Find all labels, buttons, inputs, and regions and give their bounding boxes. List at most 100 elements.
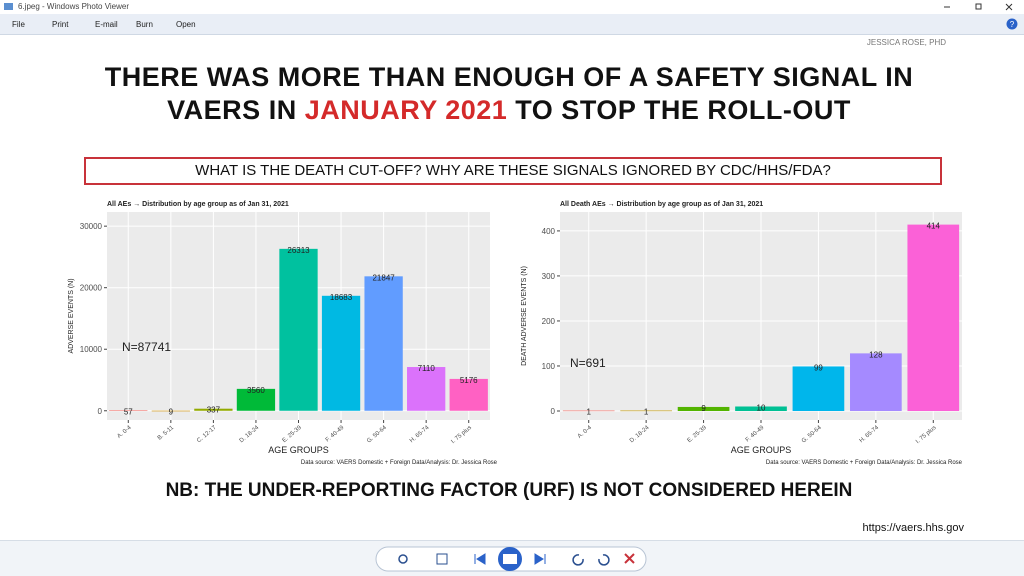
data-label: 10 [757,403,766,412]
data-label: 9 [701,404,706,413]
help-button[interactable]: ? [1006,18,1018,30]
bar [735,406,787,411]
data-label: 414 [927,222,941,231]
data-label: 5176 [460,376,478,385]
bar [907,224,960,411]
menu-item[interactable]: E-mail [95,20,118,29]
data-label: 21847 [372,273,395,282]
data-label: 3560 [247,386,265,395]
data-label: 99 [814,363,823,372]
author: JESSICA ROSE, PHD [866,38,946,47]
x-tick-label: E. 25-39 [282,425,304,445]
y-tick-label: 200 [542,317,556,326]
bar [236,388,276,411]
x-tick-label: G. 50-64 [801,425,823,445]
x-tick-label: F. 40-49 [325,425,346,444]
bar [792,366,845,411]
y-tick-label: 0 [551,407,556,416]
window-controls[interactable] [934,0,1024,14]
toolbar [0,540,1024,576]
source-url: https://vaers.hhs.gov [862,522,965,534]
chart: All Death AEs → Distribution by age grou… [521,201,963,466]
headline-highlight: JANUARY 2021 [304,95,508,125]
bar [562,410,615,412]
question-box: WHAT IS THE DEATH CUT-OFF? WHY ARE THESE… [84,157,942,185]
x-tick-label: C. 12-17 [196,425,218,445]
bar [109,410,148,412]
x-tick-label: I. 75 plus [915,425,938,445]
footnote: NB: THE UNDER-REPORTING FACTOR (URF) IS … [165,480,853,501]
chart-title: All Death AEs → Distribution by age grou… [560,201,763,208]
x-tick-label: I. 75 plus [450,425,473,445]
delete-button[interactable] [624,553,635,564]
bar [850,353,902,411]
chart: All AEs → Distribution by age group as o… [68,201,498,466]
bar [321,295,361,411]
x-tick-label: G. 50-64 [366,425,388,445]
menu-bar: File Print E-mail Burn Open ? [0,14,1024,35]
menu-item[interactable]: Burn [136,20,153,29]
annotation: N=691 [570,356,606,370]
y-tick-label: 400 [542,227,556,236]
y-tick-label: 300 [542,272,556,281]
bar [449,378,488,411]
data-label: 128 [869,350,883,359]
previous-button[interactable] [474,553,486,565]
y-tick-label: 20000 [80,284,103,293]
data-source: Data source: VAERS Domestic + Foreign Da… [766,460,963,466]
x-axis-label: AGE GROUPS [268,445,329,455]
data-source: Data source: VAERS Domestic + Foreign Da… [301,460,498,466]
x-tick-label: A. 0-4 [116,425,133,440]
chart-title: All AEs → Distribution by age group as o… [107,201,289,208]
headline-part: VAERS IN [167,95,305,125]
data-label: 7110 [418,364,436,373]
y-tick-label: 0 [98,407,103,416]
headline: THERE WAS MORE THAN ENOUGH OF A SAFETY S… [104,62,914,92]
data-label: 9 [169,408,174,417]
data-label: 337 [207,406,221,415]
y-tick-label: 10000 [80,345,103,354]
bar [364,276,403,411]
x-tick-label: D. 18-24 [629,425,651,445]
annotation: N=87741 [122,340,171,354]
headline-part: TO STOP THE ROLL-OUT [507,95,851,125]
bar [407,367,446,411]
title-bar: 6.jpeg - Windows Photo Viewer [0,0,1024,14]
zoom-button[interactable] [398,554,408,564]
next-button[interactable] [534,553,546,565]
rotate-left-button[interactable] [572,554,584,566]
bar [151,410,190,412]
y-tick-label: 100 [542,362,556,371]
app-icon [4,3,13,10]
x-tick-label: H. 65-74 [859,425,881,445]
bar [279,248,318,411]
x-axis-label: AGE GROUPS [731,445,792,455]
svg-text:?: ? [1010,20,1015,29]
x-tick-label: F. 40-49 [745,425,766,444]
y-axis-label: DEATH ADVERSE EVENTS (N) [521,266,528,366]
x-tick-label: H. 65-74 [409,425,431,445]
bar [677,406,730,411]
toolbar-controls [375,546,647,572]
data-label: 18683 [330,293,353,302]
x-tick-label: D. 18-24 [239,425,261,445]
x-tick-label: E. 25-39 [687,425,709,445]
rotate-right-button[interactable] [598,554,610,566]
y-axis-label: ADVERSE EVENTS (N) [68,278,75,353]
data-label: 1 [644,408,649,417]
menu-item[interactable]: File [12,20,25,29]
bar [620,410,672,412]
data-label: 57 [124,407,133,416]
menu-item[interactable]: Print [52,20,69,29]
headline: VAERS IN JANUARY 2021 TO STOP THE ROLL-O… [52,95,966,126]
fit-button[interactable] [436,553,448,565]
window-title: 6.jpeg - Windows Photo Viewer [18,2,130,11]
y-tick-label: 30000 [80,222,103,231]
data-label: 1 [586,408,591,417]
data-label: 26313 [287,246,310,255]
x-tick-label: B. 5-11 [157,425,176,442]
bar [194,408,233,411]
menu-item[interactable]: Open [176,20,196,29]
x-tick-label: A. 0-4 [577,425,594,440]
